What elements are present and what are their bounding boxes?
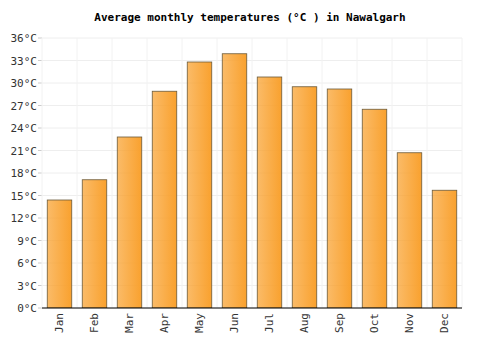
y-tick bbox=[38, 218, 42, 219]
bar bbox=[257, 77, 282, 308]
grid-line bbox=[42, 308, 462, 309]
grid-line-v bbox=[322, 38, 323, 308]
bar bbox=[327, 89, 352, 308]
grid-line-v bbox=[287, 38, 288, 308]
chart: Average monthly temperatures (°C ) in Na… bbox=[0, 0, 500, 350]
bar bbox=[152, 91, 177, 308]
bar bbox=[432, 190, 457, 308]
y-tick bbox=[38, 308, 42, 309]
y-tick bbox=[38, 173, 42, 174]
x-tick-label: Jun bbox=[228, 313, 241, 333]
grid-line-v bbox=[77, 38, 78, 308]
y-tick bbox=[38, 195, 42, 196]
y-tick bbox=[38, 263, 42, 264]
y-tick-label: 0°C bbox=[17, 302, 37, 315]
y-tick bbox=[38, 105, 42, 106]
y-tick-label: 6°C bbox=[17, 257, 37, 270]
x-tick-label: Jan bbox=[53, 313, 66, 333]
y-tick-label: 27°C bbox=[11, 100, 38, 113]
x-tick-label: Oct bbox=[368, 313, 381, 333]
y-tick-label: 33°C bbox=[11, 55, 38, 68]
y-tick-label: 30°C bbox=[11, 77, 38, 90]
x-tick-label: Aug bbox=[298, 313, 311, 333]
y-tick-label: 21°C bbox=[11, 145, 38, 158]
bar bbox=[82, 180, 107, 308]
grid-line-v bbox=[357, 38, 358, 308]
bar bbox=[47, 200, 72, 308]
title: Average monthly temperatures (°C ) in Na… bbox=[94, 11, 405, 24]
grid-line-v bbox=[252, 38, 253, 308]
y-tick-label: 18°C bbox=[11, 167, 38, 180]
y-tick bbox=[38, 83, 42, 84]
y-tick-label: 12°C bbox=[11, 212, 38, 225]
x-tick-label: Apr bbox=[158, 313, 171, 333]
bar bbox=[117, 137, 142, 308]
bar bbox=[222, 54, 247, 308]
y-tick bbox=[38, 150, 42, 151]
x-tick-label: Jul bbox=[263, 313, 276, 333]
grid-line-v bbox=[392, 38, 393, 308]
bar bbox=[187, 62, 212, 308]
y-tick-label: 24°C bbox=[11, 122, 38, 135]
x-tick-label: Sep bbox=[333, 313, 346, 333]
bar bbox=[362, 109, 387, 308]
bars bbox=[47, 54, 457, 308]
y-tick-label: 36°C bbox=[11, 32, 38, 45]
y-tick bbox=[38, 285, 42, 286]
x-axis bbox=[42, 308, 462, 309]
x-tick-label: Mar bbox=[123, 313, 136, 333]
grid-line-v bbox=[112, 38, 113, 308]
bar bbox=[397, 153, 422, 308]
x-tick-label: May bbox=[193, 313, 206, 333]
grid-line-v bbox=[147, 38, 148, 308]
x-tick-label: Feb bbox=[88, 313, 101, 333]
y-tick-label: 15°C bbox=[11, 190, 38, 203]
bar bbox=[292, 87, 317, 308]
grid-line-v bbox=[427, 38, 428, 308]
x-tick-label: Dec bbox=[438, 313, 451, 333]
y-tick bbox=[38, 60, 42, 61]
y-tick bbox=[38, 128, 42, 129]
x-tick-label: Nov bbox=[403, 313, 416, 333]
y-tick-label: 3°C bbox=[17, 280, 37, 293]
y-tick bbox=[38, 240, 42, 241]
y-tick bbox=[38, 38, 42, 39]
grid-line-v bbox=[182, 38, 183, 308]
grid-line-v bbox=[462, 38, 463, 308]
grid-line-v bbox=[42, 38, 43, 308]
grid-line-v bbox=[217, 38, 218, 308]
y-tick-label: 9°C bbox=[17, 235, 37, 248]
